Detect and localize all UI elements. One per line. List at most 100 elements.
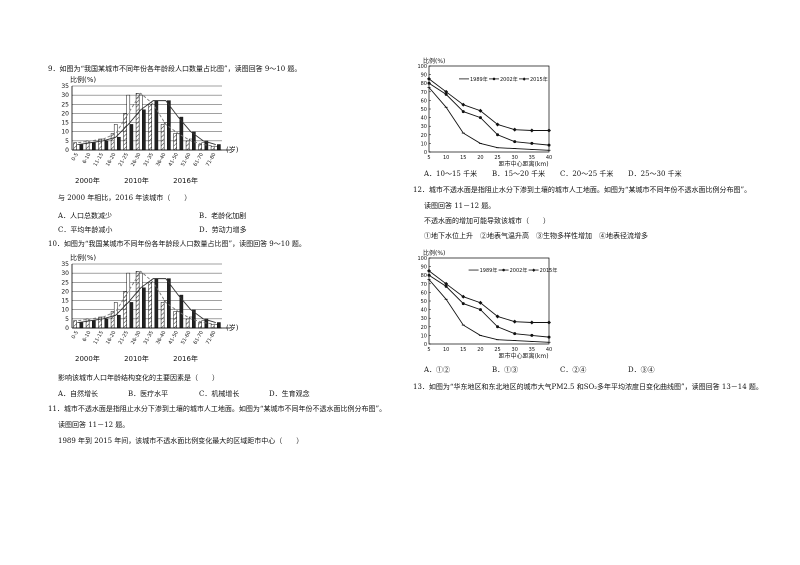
legend-2016: 2016年	[173, 355, 198, 363]
bar-2000年	[148, 282, 152, 329]
point-2002年	[530, 141, 534, 145]
point-2002年	[513, 140, 517, 144]
y-tick-label: 60	[421, 290, 427, 296]
q12-option-b[interactable]: B．①③	[492, 366, 519, 374]
q9-question: 与 2000 年相比，2016 年该城市（ ）	[58, 194, 192, 202]
x-tick-label: 41-50	[168, 330, 180, 346]
q9-option-c[interactable]: C．平均年龄减小	[58, 226, 113, 234]
q11-option-b[interactable]: B．15～20 千米	[492, 170, 546, 178]
bar-2010年	[213, 146, 218, 151]
bar-2000年	[198, 322, 202, 329]
y-tick-label: 30	[61, 92, 69, 99]
point-2002年	[427, 273, 431, 277]
point-2015年	[547, 320, 551, 325]
x-tick-label: 51-60	[180, 330, 192, 346]
y-tick-label: 0	[65, 325, 69, 332]
q11-option-a[interactable]: A．10～15 千米	[424, 170, 478, 178]
bar-2016年	[79, 144, 84, 151]
x-tick-label: 16-20	[105, 152, 117, 168]
y-tick-label: 20	[421, 325, 427, 331]
q12-option-d[interactable]: D．③④	[628, 366, 655, 374]
bar-2010年	[138, 272, 143, 329]
x-tick-label: 26-30	[130, 330, 142, 346]
q9-option-b[interactable]: B．老龄化加剧	[199, 212, 247, 220]
bar-2010年	[76, 144, 81, 151]
y-tick-label: 25	[61, 279, 69, 286]
bar-2000年	[173, 133, 177, 151]
point-2002年	[461, 302, 465, 306]
y-tick-label: 30	[61, 270, 69, 277]
x-tick-label: 35	[529, 155, 535, 161]
bar-2000年	[85, 140, 90, 151]
q11-option-c[interactable]: C．20～25 千米	[560, 170, 614, 178]
q10-option-b[interactable]: B．医疗水平	[128, 390, 169, 398]
q10-option-c[interactable]: C．机械增长	[199, 390, 240, 398]
bar-2000年	[110, 133, 115, 151]
legend-2000: 2000年	[75, 177, 100, 185]
y-tick-label: 15	[61, 120, 69, 127]
y-tick-label: 50	[421, 107, 427, 113]
point-2002年	[530, 333, 534, 337]
q12-stem: 12．城市不透水面是指阻止水分下渗到土壤的城市人工地面。如图为“某城市不同年份不…	[413, 186, 752, 194]
y-axis-label: 比例(%)	[70, 75, 96, 84]
q12-option-c[interactable]: C．②④	[560, 366, 587, 374]
q10-option-d[interactable]: D．生育观念	[269, 390, 310, 398]
bar-2000年	[185, 318, 190, 329]
bar-2016年	[92, 320, 96, 329]
line-2015年	[428, 270, 549, 323]
q12-items: ①地下水位上升 ②地表气温升高 ③生物多样性增加 ④地表径流增多	[424, 232, 648, 240]
y-tick-label: 25	[61, 101, 69, 108]
bar-2016年	[167, 100, 171, 151]
bar-2010年	[151, 104, 156, 151]
q11-option-d[interactable]: D．25～30 千米	[628, 170, 682, 178]
q10-option-a[interactable]: A．自然增长	[58, 390, 99, 398]
x-tick-label: 31-35	[143, 152, 155, 168]
y-tick-label: 80	[421, 81, 427, 87]
y-axis-label: 比例(%)	[70, 253, 96, 262]
x-tick-label: 6-10	[82, 330, 93, 343]
bar-2016年	[104, 140, 109, 151]
q12-option-a[interactable]: A．①②	[424, 366, 451, 374]
bar-2000年	[73, 142, 77, 151]
y-tick-label: 50	[421, 299, 427, 305]
bar-2016年	[129, 124, 134, 151]
legend-2: 2000年 2010年 2016年	[75, 354, 198, 364]
bar-2016年	[104, 318, 109, 329]
legend-2000: 2000年	[75, 355, 100, 363]
bar-2000年	[160, 124, 165, 151]
q9-option-d[interactable]: D．劳动力增多	[199, 226, 247, 234]
legend-marker	[502, 268, 505, 272]
x-tick-label: 21-25	[118, 330, 130, 346]
q9-option-a[interactable]: A．人口总数减少	[58, 212, 113, 220]
q12-question: 不透水面的增加可能导致该城市（ ）	[424, 217, 550, 225]
point-2002年	[478, 308, 482, 312]
y-axis-label: 比例(%)	[423, 249, 445, 257]
bar-2000年	[210, 146, 215, 151]
line-2015年	[428, 78, 549, 131]
x-tick-label: 41-50	[168, 152, 180, 168]
legend-label: 2015年	[530, 76, 548, 83]
x-axis-label: (岁)	[226, 323, 239, 332]
x-tick-label: 15	[460, 347, 466, 353]
bar-2016年	[217, 322, 221, 329]
bar-2016年	[117, 136, 121, 151]
legend-marker	[522, 77, 526, 81]
bar-2000年	[198, 144, 202, 151]
legend-label: 2015年	[540, 267, 558, 274]
point-2015年	[461, 294, 466, 299]
x-tick-label: 0-5	[71, 330, 80, 340]
bar-2016年	[92, 142, 96, 151]
x-tick-label: 40	[546, 155, 552, 161]
y-tick-label: 15	[61, 298, 69, 305]
curve-2016年	[78, 278, 216, 323]
y-tick-label: 40	[421, 116, 427, 122]
y-tick-label: 10	[421, 141, 427, 147]
bar-2016年	[117, 314, 121, 329]
bar-2000年	[135, 93, 140, 151]
bar-2010年	[151, 282, 156, 329]
y-tick-label: 30	[421, 124, 427, 130]
legend-marker	[532, 268, 536, 272]
point-2015年	[512, 127, 517, 132]
q11-read: 读图回答 11－12 题。	[58, 421, 130, 429]
